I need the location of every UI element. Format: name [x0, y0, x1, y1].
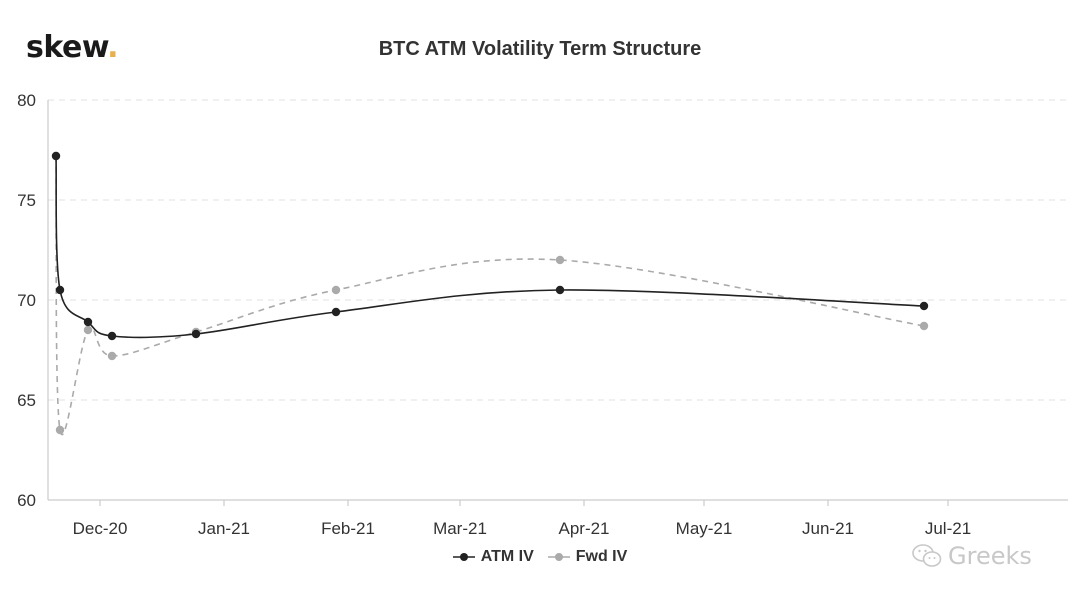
logo-text: skew	[26, 30, 108, 65]
x-tick-label: Jun-21	[802, 519, 854, 538]
wechat-icon	[912, 544, 942, 567]
x-tick-label: Jan-21	[198, 519, 250, 538]
chart-title: BTC ATM Volatility Term Structure	[378, 38, 702, 60]
legend-item-fwd-iv[interactable]: Fwd IV	[547, 548, 628, 566]
data-point-fwd-iv[interactable]	[555, 255, 565, 265]
grid-lines	[48, 99, 1068, 401]
y-tick-label: 65	[17, 391, 36, 410]
x-tick-label: Apr-21	[558, 519, 609, 538]
data-point-atm-iv[interactable]	[55, 285, 65, 295]
data-point-atm-iv[interactable]	[51, 151, 61, 161]
y-tick-label: 60	[17, 491, 36, 510]
series-line-atm-iv	[55, 155, 925, 339]
data-point-fwd-iv[interactable]	[107, 351, 117, 361]
legend-marker-atm-iv	[452, 553, 475, 561]
x-tick-label: Jul-21	[925, 519, 971, 538]
logo-dot: .	[107, 30, 119, 65]
skew-logo: skew.	[26, 30, 119, 65]
legend-item-atm-iv[interactable]: ATM IV	[452, 548, 534, 566]
axes: 60 65 70 75 80 Dec-20 Jan-21 Feb-21 Mar-21 Apr-21…	[17, 91, 1068, 538]
y-tick-label: 80	[17, 91, 36, 110]
data-point-fwd-iv[interactable]	[55, 425, 65, 435]
legend-label-fwd-iv: Fwd IV	[575, 548, 628, 565]
legend: ATM IV Fwd IV	[0, 548, 1080, 566]
y-tick-label: 70	[17, 291, 36, 310]
data-point-fwd-iv[interactable]	[331, 285, 341, 295]
data-point-atm-iv[interactable]	[555, 285, 565, 295]
data-point-fwd-iv[interactable]	[919, 321, 929, 331]
data-point-atm-iv[interactable]	[331, 307, 341, 317]
data-point-fwd-iv[interactable]	[83, 325, 93, 335]
x-tick-label: Feb-21	[321, 519, 375, 538]
watermark: Greeks	[912, 542, 1032, 570]
x-tick-label: Dec-20	[73, 519, 128, 538]
legend-label-atm-iv: ATM IV	[480, 548, 534, 565]
series-layer	[51, 151, 929, 436]
x-tick-label: Mar-21	[433, 519, 487, 538]
data-point-atm-iv[interactable]	[107, 331, 117, 341]
data-point-atm-iv[interactable]	[83, 317, 93, 327]
data-point-atm-iv[interactable]	[919, 301, 929, 311]
watermark-text: Greeks	[948, 542, 1032, 570]
data-point-atm-iv[interactable]	[191, 329, 201, 339]
x-tick-label: May-21	[676, 519, 733, 538]
legend-marker-fwd-iv	[547, 553, 570, 561]
y-tick-label: 75	[17, 191, 36, 210]
series-line-fwd-iv	[55, 155, 925, 436]
